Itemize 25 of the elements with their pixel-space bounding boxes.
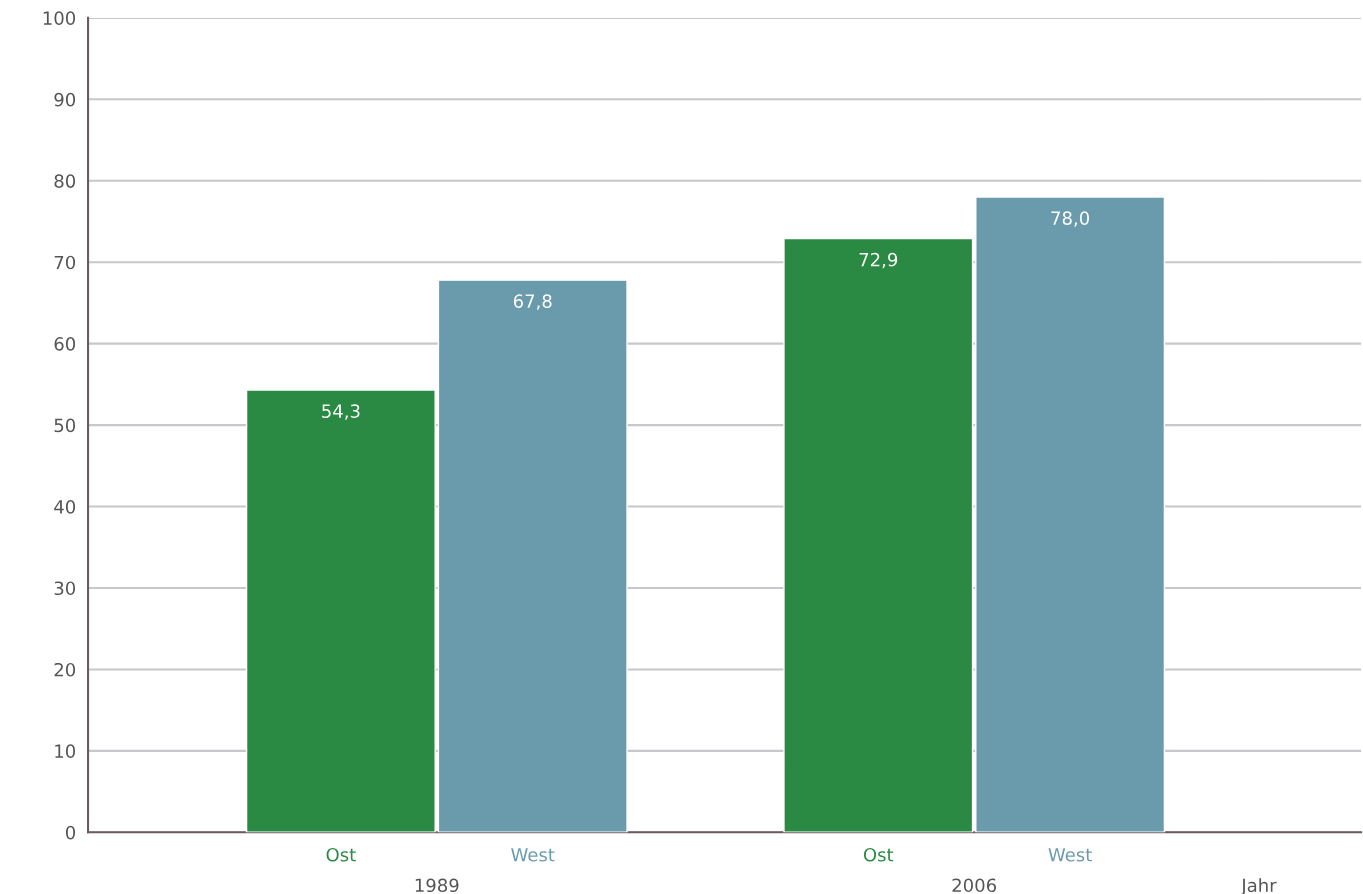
data-label: 72,9: [859, 252, 898, 269]
y-tick-label: 80: [54, 174, 76, 188]
y-tick-label: 90: [54, 92, 76, 107]
series-label: West: [511, 848, 555, 862]
text: Ost: [863, 847, 894, 862]
bar: [783, 237, 974, 833]
x-tick-label: 2006: [952, 878, 997, 893]
bar: [245, 389, 436, 833]
text: West: [1048, 848, 1092, 862]
y-tick-label: 60: [54, 337, 76, 351]
y-tick-label: 70: [54, 255, 76, 270]
y-tick-label: 40: [54, 500, 76, 514]
series-label: Ost: [326, 847, 356, 862]
y-tick-label: 100: [43, 11, 76, 25]
data-label: 78,0: [1051, 211, 1090, 227]
y-tick-label: 10: [55, 744, 76, 758]
y-tick-label: 50: [54, 418, 76, 433]
y-tick-label: 0: [65, 825, 76, 840]
data-label: 54,3: [322, 404, 360, 420]
data-label: 67,8: [513, 294, 552, 310]
bar: [437, 279, 628, 833]
y-tick-label: 20: [54, 662, 76, 677]
x-tick-label: 1989: [415, 878, 459, 893]
bar: [975, 196, 1166, 833]
y-tick-label: 30: [54, 581, 76, 596]
